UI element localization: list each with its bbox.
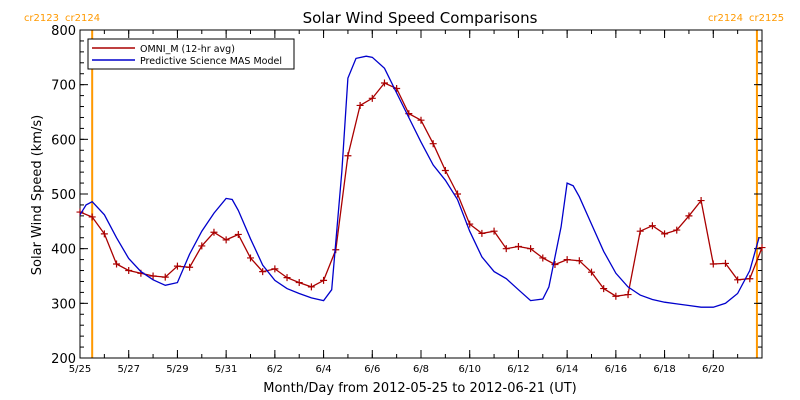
x-axis-label: Month/Day from 2012-05-25 to 2012-06-21 …	[263, 381, 576, 396]
omni-point-marker	[563, 256, 571, 264]
x-tick-label: 6/10	[458, 364, 480, 375]
omni-point-marker	[222, 236, 230, 244]
carrington-label-left: cr2123	[24, 13, 59, 24]
omni-point-marker	[673, 226, 681, 234]
y-tick-label: 400	[51, 243, 76, 258]
omni-point-marker	[746, 275, 754, 283]
data-series	[76, 55, 766, 308]
y-tick-label: 300	[51, 297, 76, 312]
omni-point-marker	[307, 283, 315, 291]
omni-point-marker	[502, 245, 510, 253]
omni-point-marker	[600, 285, 608, 293]
omni-point-marker	[588, 268, 595, 276]
omni-point-marker	[88, 213, 96, 221]
x-tick-label: 6/18	[653, 364, 675, 375]
omni-point-marker	[210, 228, 218, 236]
omni-point-marker	[612, 292, 620, 300]
omni-point-marker	[721, 259, 729, 267]
x-tick-label: 5/27	[117, 364, 139, 375]
omni-point-marker	[198, 242, 206, 250]
x-tick-label: 5/31	[215, 364, 237, 375]
omni-series-line	[79, 82, 763, 297]
omni-point-marker	[320, 276, 328, 284]
omni-point-marker	[161, 273, 169, 281]
carrington-label-right: cr2125	[749, 13, 784, 24]
omni-point-marker	[734, 276, 742, 284]
omni-point-marker	[380, 79, 388, 87]
omni-point-marker	[697, 197, 705, 205]
omni-point-marker	[478, 229, 486, 237]
omni-point-marker	[186, 263, 194, 271]
chart-title: Solar Wind Speed Comparisons	[303, 9, 538, 27]
x-tick-label: 6/20	[702, 364, 724, 375]
x-tick-label: 6/4	[316, 364, 332, 375]
omni-point-marker	[271, 265, 279, 273]
x-tick-label: 6/2	[267, 364, 283, 375]
legend-box	[87, 38, 295, 70]
omni-point-marker	[259, 268, 267, 276]
omni-point-marker	[283, 274, 291, 282]
omni-point-marker	[624, 291, 632, 299]
y-tick-label: 200	[51, 352, 76, 367]
omni-point-marker	[539, 254, 547, 262]
carrington-label-right: cr2124	[65, 13, 100, 24]
y-tick-label: 500	[51, 188, 76, 203]
omni-point-marker	[356, 101, 364, 109]
legend: OMNI_M (12-hr avg)Predictive Science MAS…	[87, 38, 295, 70]
y-axis-label: Solar Wind Speed (km/s)	[30, 115, 45, 275]
omni-point-marker	[247, 254, 254, 262]
omni-point-marker	[100, 230, 108, 238]
omni-point-marker	[429, 140, 437, 148]
legend-label-model: Predictive Science MAS Model	[140, 56, 282, 67]
omni-point-marker	[295, 279, 303, 287]
omni-point-marker	[490, 227, 498, 235]
omni-point-marker	[149, 272, 157, 280]
omni-point-marker	[454, 190, 462, 198]
model-series-line	[79, 55, 760, 308]
y-tick-label: 700	[51, 79, 76, 94]
omni-point-marker	[661, 230, 669, 238]
x-tick-label: 6/8	[413, 364, 429, 375]
carrington-label-left: cr2124	[708, 13, 743, 24]
omni-point-marker	[636, 227, 644, 235]
axes: 200 300 400 500 600 700 800 5/25 5/27 5/29 5/31 6/2…	[51, 24, 763, 375]
x-tick-label: 5/29	[166, 364, 188, 375]
omni-point-marker	[514, 242, 522, 250]
x-tick-label: 6/12	[507, 364, 529, 375]
x-tick-label: 6/16	[605, 364, 627, 375]
y-tick-label: 800	[51, 24, 76, 39]
omni-point-marker	[551, 261, 559, 269]
y-tick-label: 600	[51, 133, 76, 148]
omni-point-marker	[368, 94, 376, 102]
x-tick-label: 6/6	[364, 364, 380, 375]
omni-point-marker	[441, 166, 449, 174]
x-tick-label: 5/25	[69, 364, 91, 375]
x-tick-label: 6/14	[556, 364, 578, 375]
omni-point-marker	[125, 267, 133, 275]
omni-point-marker	[113, 260, 121, 268]
omni-point-marker	[344, 152, 352, 160]
omni-point-marker	[234, 230, 242, 238]
omni-point-marker	[758, 244, 766, 252]
omni-point-marker	[527, 245, 535, 253]
omni-point-marker	[709, 260, 717, 268]
omni-point-marker	[648, 222, 656, 230]
legend-label-omni: OMNI_M (12-hr avg)	[140, 44, 235, 55]
plot-frame	[79, 29, 763, 359]
omni-point-marker	[417, 116, 425, 124]
omni-point-marker	[685, 212, 693, 220]
omni-point-marker	[575, 257, 583, 265]
omni-point-marker	[173, 262, 181, 270]
